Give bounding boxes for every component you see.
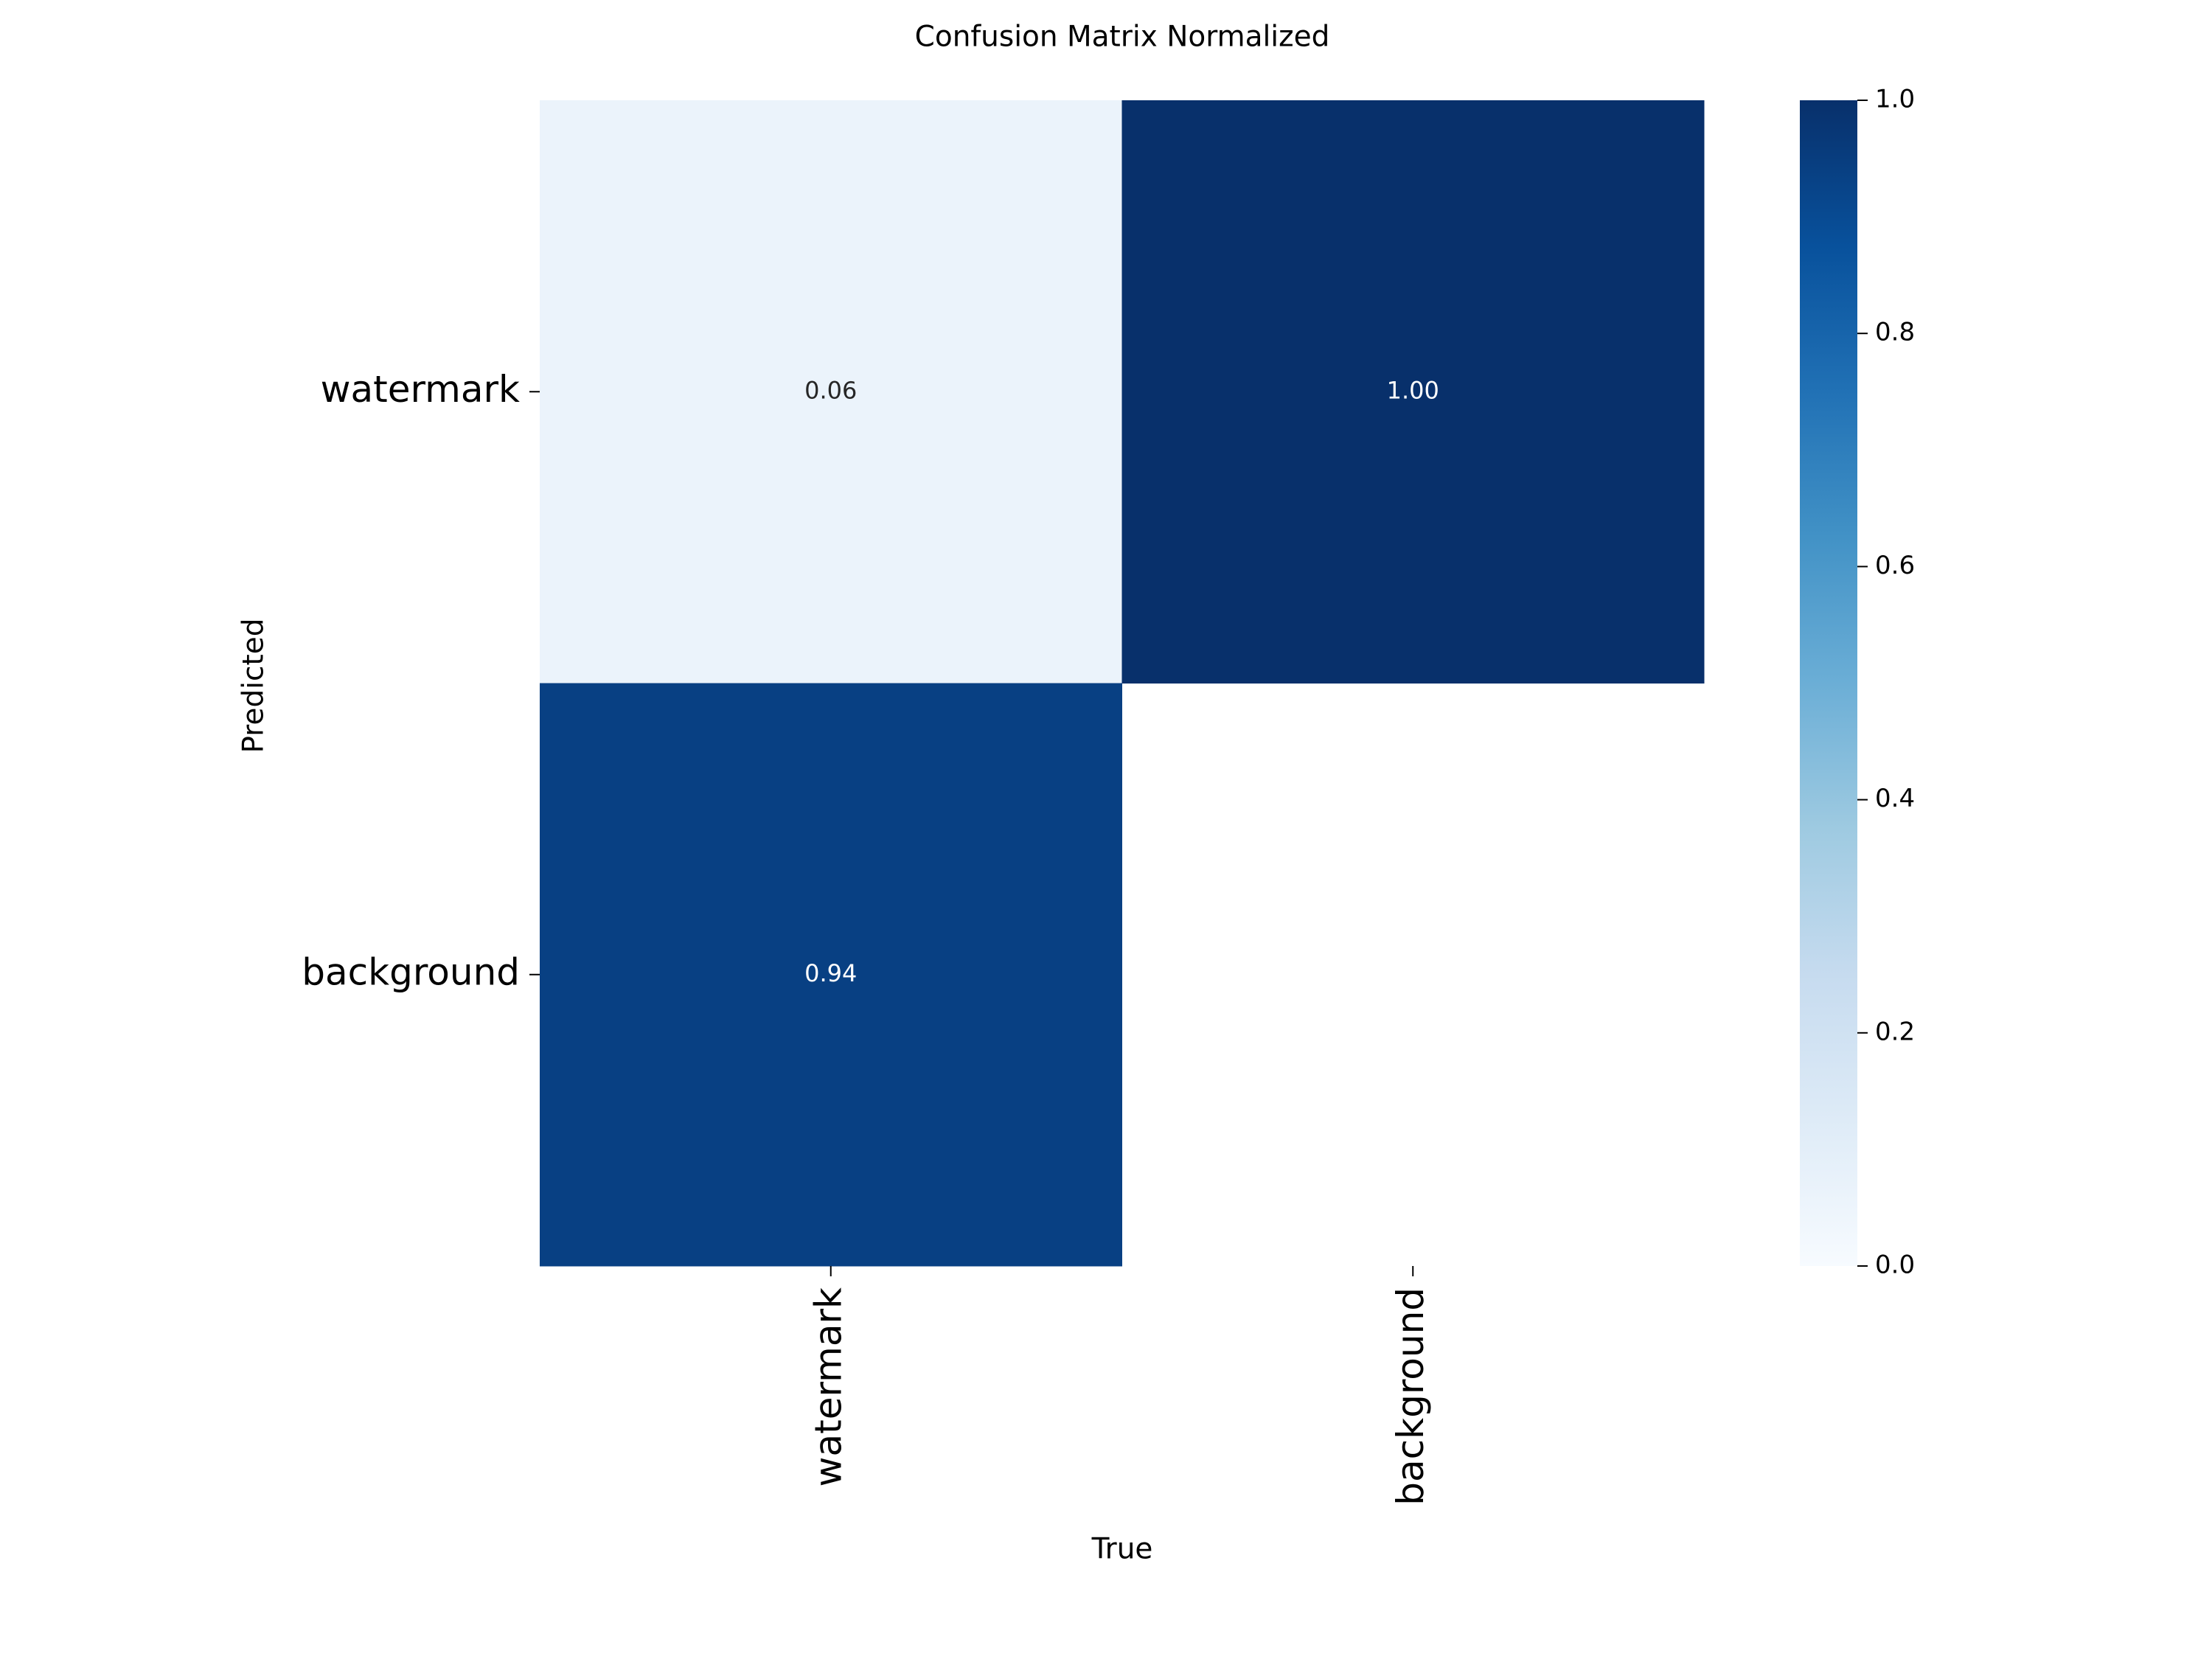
heatmap-cell [1121, 100, 1705, 684]
colorbar-tick-label: 0.0 [1875, 1251, 1915, 1280]
cell-value-label: 0.06 [804, 376, 857, 404]
y-axis-label: Predicted [237, 618, 271, 753]
colorbar-tick-label: 0.8 [1875, 318, 1915, 347]
colorbar-tick-label: 0.6 [1875, 551, 1915, 580]
x-axis-label: True [1091, 1533, 1153, 1566]
heatmap-cell [540, 683, 1122, 1267]
colorbar-tick-label: 0.4 [1875, 784, 1915, 813]
colorbar-tick-label: 1.0 [1875, 85, 1915, 114]
colorbar [1800, 100, 1857, 1266]
chart-title: Confusion Matrix Normalized [915, 21, 1330, 54]
x-tick-label: background [1389, 1287, 1432, 1506]
heatmap-cell [540, 100, 1122, 684]
y-tick-label: watermark [321, 368, 520, 411]
y-tick-label: background [302, 950, 520, 993]
x-tick-label: watermark [807, 1287, 849, 1486]
cell-value-label: 1.00 [1387, 376, 1439, 404]
cell-value-label: 0.94 [804, 959, 857, 987]
colorbar-tick-label: 0.2 [1875, 1017, 1915, 1046]
